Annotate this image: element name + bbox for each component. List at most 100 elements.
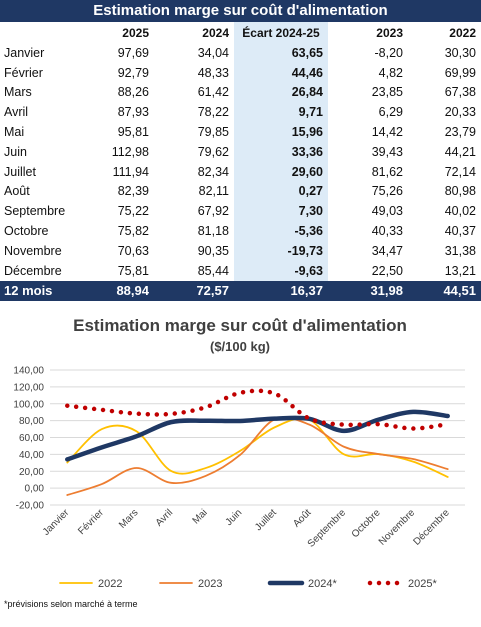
cell-2025: 82,39 [84,182,154,202]
cell-2022: 20,33 [408,102,481,122]
header-2025: 2025 [84,22,154,43]
cell-2022: 44,21 [408,142,481,162]
header-month [0,22,84,43]
table-header-row: 2025 2024 Écart 2024-25 2023 2022 [0,22,481,43]
cell-month: Juin [0,142,84,162]
header-2023: 2023 [328,22,408,43]
cell-ecart: 26,84 [234,83,328,103]
legend-label: 2022 [98,578,122,590]
cell-2022: 67,38 [408,83,481,103]
cell-2025: 95,81 [84,122,154,142]
header-2022: 2022 [408,22,481,43]
cell-2023: 23,85 [328,83,408,103]
y-tick-label: -20,00 [16,501,45,512]
cell-2025: 97,69 [84,43,154,63]
cell-2025: 70,63 [84,241,154,261]
cell-ecart: 33,36 [234,142,328,162]
cell-ecart: 44,46 [234,63,328,83]
legend-label: 2024* [308,578,337,590]
cell-2025: 112,98 [84,142,154,162]
x-tick-label: Juillet [253,507,279,533]
cell-2023: 14,42 [328,122,408,142]
chart-panel: Estimation marge sur coût d'alimentation… [0,305,481,622]
margin-table-panel: Estimation marge sur coût d'alimentation… [0,0,481,301]
cell-2025: 87,93 [84,102,154,122]
cell-ecart: -19,73 [234,241,328,261]
cell-2023: 4,82 [328,63,408,83]
cell-2022: 30,30 [408,43,481,63]
cell-2024: 90,35 [154,241,234,261]
cell-2024: 48,33 [154,63,234,83]
cell-2024: 78,22 [154,102,234,122]
x-tick-label: Janvier [41,507,72,538]
cell-ecart: 7,30 [234,201,328,221]
y-tick-label: 100,00 [13,399,44,410]
cell-ecart: 0,27 [234,182,328,202]
cell-2024: 82,11 [154,182,234,202]
cell-2024: 79,85 [154,122,234,142]
x-tick-label: Novembre [377,507,418,548]
y-tick-label: 60,00 [19,433,44,444]
cell-2023: 49,03 [328,201,408,221]
cell-2023: 34,47 [328,241,408,261]
cell-2023: 22,50 [328,261,408,281]
chart-title: Estimation marge sur coût d'alimentation [73,316,407,335]
cell-2024: 82,34 [154,162,234,182]
cell-2022: 31,38 [408,241,481,261]
cell-2023: 75,26 [328,182,408,202]
cell-2024: 85,44 [154,261,234,281]
legend-label: 2025* [408,578,437,590]
cell-ecart: 16,37 [234,281,328,301]
cell-2024: 67,92 [154,201,234,221]
series-line-2022 [67,418,447,477]
y-tick-label: 20,00 [19,467,44,478]
cell-month: Août [0,182,84,202]
cell-month: Novembre [0,241,84,261]
cell-month: Octobre [0,221,84,241]
header-2024: 2024 [154,22,234,43]
cell-2025: 92,79 [84,63,154,83]
cell-2025: 88,26 [84,83,154,103]
cell-2025: 88,94 [84,281,154,301]
x-tick-label: Avril [154,507,175,528]
x-tick-label: Octobre [350,507,383,540]
x-tick-label: Juin [224,507,245,528]
cell-2025: 75,81 [84,261,154,281]
cell-2023: 40,33 [328,221,408,241]
cell-ecart: 15,96 [234,122,328,142]
header-ecart: Écart 2024-25 [234,22,328,43]
cell-2024: 61,42 [154,83,234,103]
x-tick-label: Août [291,507,313,529]
chart-footnote: *prévisions selon marché à terme [4,599,138,609]
table-title: Estimation marge sur coût d'alimentation [0,0,481,22]
cell-2023: 81,62 [328,162,408,182]
cell-2023: -8,20 [328,43,408,63]
margin-line-chart: Estimation marge sur coût d'alimentation… [0,305,481,622]
y-tick-label: 140,00 [13,366,44,377]
cell-month: Septembre [0,201,84,221]
x-tick-label: Mai [191,507,210,526]
cell-month: 12 mois [0,281,84,301]
cell-ecart: 9,71 [234,102,328,122]
cell-month: Juillet [0,162,84,182]
cell-month: Avril [0,102,84,122]
cell-2024: 34,04 [154,43,234,63]
x-tick-label: Mars [117,507,141,531]
cell-2023: 6,29 [328,102,408,122]
margin-table: 2025 2024 Écart 2024-25 2023 2022 Janvie… [0,22,481,301]
y-tick-label: 0,00 [25,484,45,495]
y-tick-label: 40,00 [19,450,44,461]
cell-2022: 40,37 [408,221,481,241]
cell-ecart: -9,63 [234,261,328,281]
